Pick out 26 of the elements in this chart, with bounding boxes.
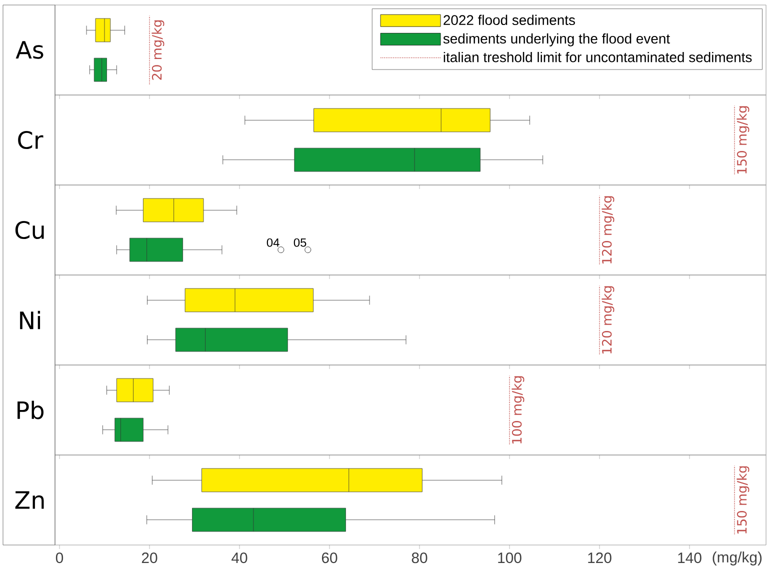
y-tick-label: Zn — [15, 491, 44, 509]
x-tick-label: 140 — [678, 552, 702, 564]
legend-label: 2022 flood sediments — [444, 14, 575, 26]
ref-line-label: 150 mg/kg — [736, 466, 750, 534]
annotation: italian treshold limit for uncontaminated sediments — [444, 52, 752, 62]
y-tick-label: Cu — [15, 220, 44, 240]
y-tick-label: Pb — [18, 400, 44, 420]
y-tick-label: Cr — [18, 130, 44, 150]
x-tick-label: 20 — [142, 552, 158, 564]
x-tick-label: 100 — [498, 552, 522, 564]
ref-line-label: 100 mg/kg — [512, 376, 524, 444]
legend-label: sediments underlying the flood event — [443, 33, 670, 46]
x-tick-label: 120 — [588, 552, 612, 564]
x-tick-label: 40 — [232, 552, 248, 564]
ref-line-label: 120 mg/kg — [602, 286, 614, 354]
ref-line-label: 150 mg/kg — [736, 106, 750, 174]
x-tick-label: 60 — [322, 552, 338, 564]
y-tick-label: Ni — [20, 310, 40, 330]
x-axis-title: (mg/kg) — [712, 552, 762, 566]
ref-line-label: 120 mg/kg — [602, 196, 614, 264]
y-tick-label: As — [16, 41, 44, 59]
ref-line-label: 20 mg/kg — [152, 20, 164, 80]
annotation: 04 — [266, 238, 280, 247]
x-tick-label: 0 — [56, 552, 64, 564]
annotation: 05 — [294, 238, 306, 247]
x-tick-label: 80 — [412, 552, 428, 564]
